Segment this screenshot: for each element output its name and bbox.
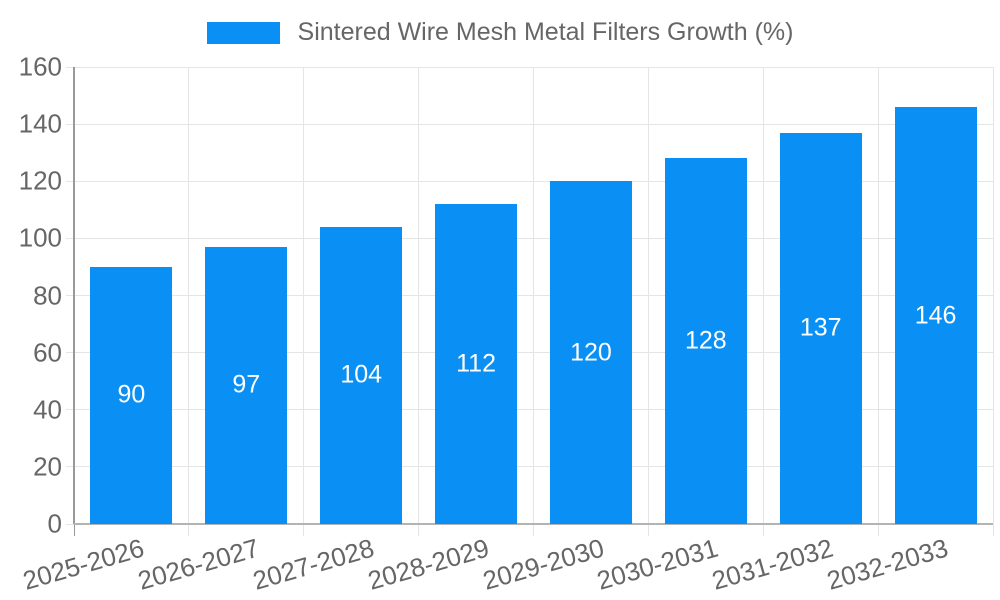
y-axis-tick-label: 160 [18,51,62,82]
y-axis-tick [66,123,74,125]
y-axis-tick [66,295,74,296]
gridline-vertical [992,67,994,524]
x-axis-tick [418,524,420,536]
x-axis-tick [73,524,75,536]
bar-2027-2028[interactable]: 104 [320,226,403,524]
y-axis-tick-label: 140 [18,108,62,139]
bar-value-label: 128 [684,326,727,355]
y-axis-tick [66,352,74,354]
x-axis-tick [533,524,534,536]
y-axis-tick [66,66,74,68]
plot-area: 90 2025-2026 97 2026-2027 104 2027-2028 112 202… [20,66,994,596]
x-axis-tick [877,524,879,536]
x-axis-tick [992,524,994,536]
y-axis-tick-label: 40 [33,394,62,425]
bar-value-label: 120 [570,338,612,367]
y-axis-tick-label: 60 [33,337,62,368]
bar-value-label: 90 [117,380,146,409]
bar-value-label: 137 [799,313,842,342]
y-axis-tick [66,237,74,239]
x-axis-tick [647,524,649,536]
x-axis-line [74,523,993,525]
x-axis-tick-label: 2031-2032 [708,532,837,596]
chart-legend[interactable]: Sintered Wire Mesh Metal Filters Growth … [0,18,1000,47]
gridline-vertical [303,67,305,524]
x-axis-tick [762,524,764,536]
x-axis-tick-label: 2029-2030 [479,532,607,596]
bar-2025-2026[interactable]: 90 [90,266,173,524]
bar-value-label: 97 [232,370,261,399]
bar-value-label: 112 [456,349,496,378]
gridline-vertical [533,67,534,524]
bar-2026-2027[interactable]: 97 [205,246,288,524]
bar-value-label: 146 [914,301,957,329]
y-axis-tick-label: 80 [33,280,62,310]
bar-2032-2033[interactable]: 146 [894,107,977,524]
bar-2031-2032[interactable]: 137 [779,132,862,524]
y-axis-tick [66,466,74,468]
x-axis-tick-label: 2026-2027 [134,532,263,596]
legend-label: Sintered Wire Mesh Metal Filters Growth … [297,18,794,46]
x-axis-tick-label: 2025-2026 [19,532,148,596]
y-axis-tick-label: 20 [33,451,62,482]
legend-swatch-icon [206,21,280,44]
x-axis-tick-label: 2028-2029 [364,532,493,596]
x-axis-tick [303,524,305,536]
y-axis-tick [66,523,74,525]
bar-2030-2031[interactable]: 128 [664,158,747,524]
x-axis-tick-label: 2032-2033 [823,532,952,596]
y-axis-labels: 0 20 40 60 80 100 120 140 160 [0,52,74,539]
bar-2028-2029[interactable]: 112 [435,204,518,524]
y-axis-tick [66,409,74,411]
gridline-vertical [188,67,190,524]
y-axis-line [73,67,75,524]
gridline-vertical [877,67,879,524]
y-axis-tick [66,180,74,182]
bar-2029-2030[interactable]: 120 [549,181,632,524]
y-axis-tick-label: 120 [18,165,62,196]
y-axis-tick-label: 100 [18,222,62,253]
gridline-vertical [762,67,764,524]
x-axis-tick [188,524,190,536]
x-axis-tick-label: 2030-2031 [594,532,722,596]
gridline-vertical [418,67,420,524]
gridline-vertical [647,67,649,524]
x-axis-tick-label: 2027-2028 [249,532,378,596]
y-axis-tick-label: 0 [47,508,62,539]
bar-value-label: 104 [340,360,383,389]
